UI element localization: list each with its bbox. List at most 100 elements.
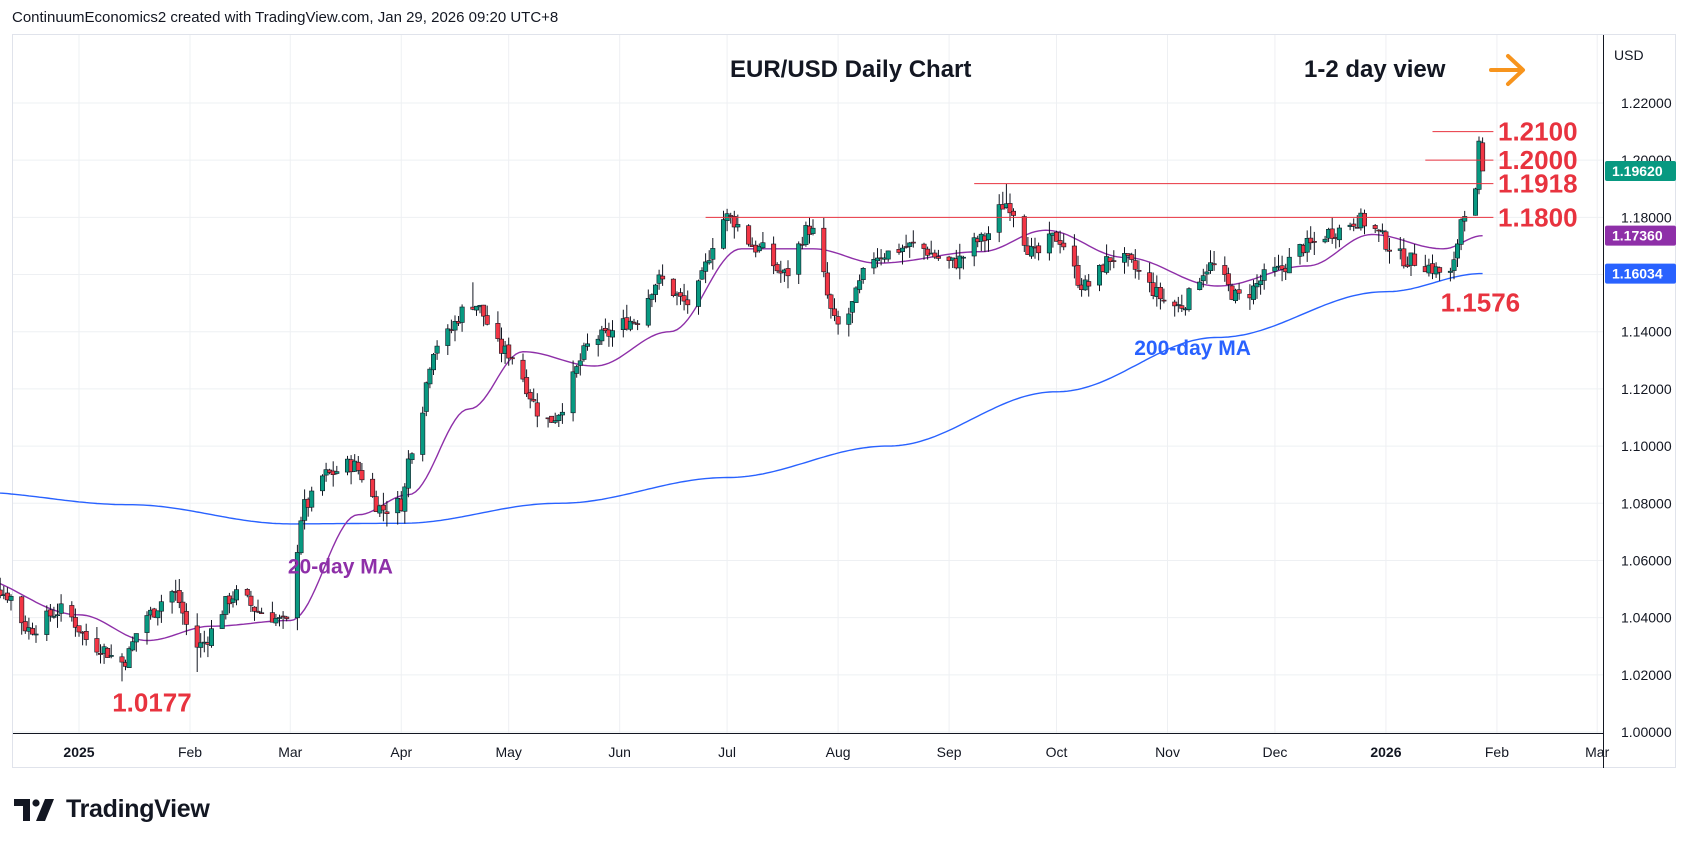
candle-body [473,305,479,311]
candle-body [570,371,576,414]
candle-body [760,242,766,249]
candle-body [1372,225,1378,229]
candle-body [1104,256,1110,273]
candle-body [574,366,580,374]
candle-body [194,625,200,648]
candle-body [1075,264,1081,286]
candle-body [1204,271,1210,275]
candle-body [484,315,490,325]
candle-body [1462,216,1468,222]
candle-body [1097,264,1103,286]
candle-body [1311,241,1317,243]
candle-body [1021,216,1027,246]
candle-body [652,284,658,295]
candle-body [531,399,537,402]
low-annotation: 1.0177 [112,687,192,717]
price-badge [1605,161,1676,182]
brand-footer[interactable]: TradingView [14,795,210,824]
candle-body [559,411,565,416]
candle-body [1451,259,1457,271]
candle-body [83,630,89,640]
candle-body [810,227,816,234]
candle-body [1161,299,1167,302]
x-tick-label: 2025 [63,744,94,760]
candle-body [223,596,229,615]
candle-body [373,496,379,513]
x-tick-label: Aug [826,744,851,760]
candle-body [481,304,487,317]
candle-body [695,280,701,307]
candle-body [996,204,1002,233]
candle-body [1129,254,1135,260]
price-badge-label: 1.16034 [1612,266,1663,282]
y-tick-label: 1.18000 [1621,209,1672,225]
x-tick-label: Jul [718,744,736,760]
candle-body [72,617,78,628]
candle-body [334,471,340,474]
candle-body [1197,281,1203,290]
candle-body [255,610,261,613]
candle-body [821,227,827,273]
candle-body [1233,289,1239,302]
candle-body [960,256,966,259]
candle-body [549,415,555,423]
candle-body [1186,288,1192,310]
candle-body [430,354,436,371]
candle-body [459,306,465,323]
y-tick-label: 1.10000 [1621,438,1672,454]
candle-body [119,656,125,663]
candle-body [144,615,150,633]
candle-body [577,360,583,366]
candle-body [1437,267,1443,273]
x-tick-label: Oct [1046,744,1068,760]
candle-body [1225,273,1231,285]
candle-body [1304,238,1310,253]
candle-body [1458,219,1464,245]
candle-body [33,633,39,636]
candle-body [1473,188,1479,216]
candle-body [1071,245,1077,267]
candle-body [853,287,859,303]
candle-body [69,605,75,618]
brand-name: TradingView [66,795,210,823]
candle-body [1046,233,1052,254]
candle-body [126,648,132,669]
y-tick-label: 1.14000 [1621,324,1672,340]
candle-body [244,588,250,596]
candle-body [370,478,376,497]
y-tick-label: 1.12000 [1621,381,1672,397]
level-label: 1.1800 [1498,202,1578,232]
candle-body [1172,301,1178,307]
candle-body [219,614,225,629]
candle-body [176,590,182,604]
x-tick-label: Feb [1485,744,1509,760]
candle-body [581,345,587,360]
candle-body [1086,281,1092,287]
x-tick-label: Nov [1155,744,1180,760]
candle-body [556,414,562,422]
level-label: 1.2100 [1498,117,1578,147]
candle-body [670,278,676,297]
candle-body [685,299,691,306]
candle-body [294,552,300,619]
candle-body [785,268,791,277]
candle-body [602,327,608,331]
candle-body [252,606,258,612]
candle-body [169,591,175,603]
candle-body [1179,305,1185,309]
candle-body [1132,260,1138,270]
candle-body [427,368,433,385]
candle-body [720,219,726,249]
candle-body [907,242,913,247]
candle-body [1379,230,1385,233]
candle-body [76,625,82,633]
candle-body [774,264,780,272]
candle-body [681,295,687,302]
candle-body [1200,275,1206,282]
candle-body [706,260,712,264]
tradingview-logo-icon [14,798,54,821]
candle-body [857,280,863,290]
candle-body [910,241,916,244]
